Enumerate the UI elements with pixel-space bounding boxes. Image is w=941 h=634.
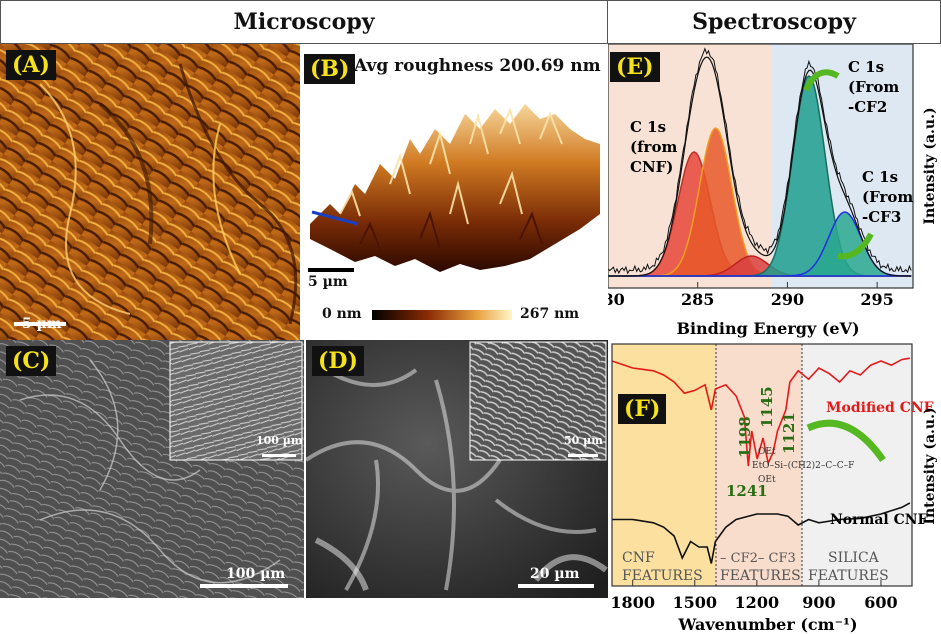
ftir-plot: 1800 1500 1200 900 600 Modified CNF Normal C… — [610, 343, 938, 634]
scale-bar-c — [200, 584, 288, 588]
panel-c-scale-label: 100 µm — [226, 566, 286, 582]
panel-c-inset-scale: 100 µm — [256, 434, 303, 447]
region-labels: CNF FEATURES – CF2– CF3 FEATURES SILICA … — [622, 550, 889, 584]
scale-bar-d — [518, 584, 594, 588]
afm-3d-surface — [308, 104, 600, 320]
molecule-line3: OEt — [758, 475, 776, 485]
xps-xtick-label-1: 285 — [681, 290, 714, 309]
arrow-cf3 — [837, 232, 874, 260]
ftir-ylabel: Intensity (a.u.) — [922, 407, 938, 524]
panel-d-sem-image: (D) 50 µm 20 µm — [306, 340, 608, 598]
ftir-xtick-label-1: 1500 — [672, 593, 717, 612]
xps-ylabel: Intensity (a.u.) — [922, 107, 938, 224]
panel-b-title: Avg roughness 200.69 nm — [354, 56, 601, 76]
panel-d-tag: (D) — [312, 346, 364, 376]
xps-xtick-label-0: 280 — [608, 290, 625, 309]
panel-c-tag: (C) — [6, 346, 57, 376]
ann-cf2-line1: C 1s — [848, 58, 884, 76]
panel-e-tag: (E) — [610, 52, 660, 82]
sem-texture-d — [306, 340, 608, 598]
spectroscopy-header: Spectroscopy — [607, 0, 941, 44]
ftir-series-0 — [611, 357, 911, 467]
ftir-xtick-label-0: 1800 — [610, 593, 655, 612]
scale-bar-b — [308, 268, 354, 272]
ann-cf3-line3: -CF3 — [862, 208, 901, 226]
molecule-structure: OEt EtO–Si–(CH2)2–C–C–F OEt — [752, 447, 854, 485]
profile-line — [311, 210, 359, 226]
height-colorbar — [372, 310, 512, 320]
xps-xtick-label-2: 290 — [771, 290, 804, 309]
sem-inset-d — [469, 341, 607, 461]
sem-texture-c — [0, 340, 304, 598]
ann-cnf-line2: (from — [630, 138, 677, 156]
region-cnf-bg — [612, 344, 716, 586]
region-silica-line2: FEATURES — [808, 568, 889, 584]
region-cf-bg — [716, 344, 802, 586]
xps-plot: 280285290295 C 1s (from CNF) C 1s (From … — [608, 44, 938, 338]
peak-1198: 1198 — [736, 416, 754, 458]
ftir-xtick-label-4: 600 — [864, 593, 897, 612]
ann-cf3-line2: (From — [862, 188, 913, 206]
ann-cf2-line3: -CF2 — [848, 98, 887, 116]
ann-cf3-line1: C 1s — [862, 168, 898, 186]
panel-f-ftir-chart: 1800 1500 1200 900 600 Modified CNF Normal C… — [608, 340, 941, 634]
panel-c-sem-image: (C) 100 µm 100 µm — [0, 340, 304, 598]
panel-d-scale-label: 20 µm — [530, 566, 580, 582]
afm-texture — [0, 44, 300, 340]
modified-cnf-label: Modified CNF — [826, 400, 934, 416]
ftir-xlabel: Wavenumber (cm⁻¹) — [677, 615, 857, 634]
sem-inset-c — [169, 341, 303, 461]
ann-cnf-line1: C 1s — [630, 118, 666, 136]
region-cnf-line2: FEATURES — [622, 568, 703, 584]
colorbar-max-label: 267 nm — [520, 306, 580, 322]
panel-f-tag: (F) — [618, 394, 667, 424]
panel-a-afm-image: (A) 5 µm — [0, 44, 300, 340]
panel-a-tag: (A) — [6, 50, 56, 80]
molecule-line1: OEt — [758, 447, 776, 457]
ftir-xtick-label-3: 900 — [802, 593, 835, 612]
panel-a-scale-label: 5 µm — [22, 316, 62, 332]
colorbar-min-label: 0 nm — [322, 306, 362, 322]
xps-xtick-label-3: 295 — [860, 290, 893, 309]
region-cf-line2: FEATURES — [720, 568, 801, 584]
arrow-cf2 — [803, 69, 840, 92]
peak-1121: 1121 — [780, 412, 798, 454]
xps-raw-data — [608, 47, 912, 275]
ann-cf2-line2: (From — [848, 78, 899, 96]
region-cnf-line1: CNF — [622, 550, 655, 566]
region-silica-line1: SILICA — [828, 550, 880, 566]
arrow-molecule — [806, 419, 886, 463]
panel-b-tag: (B) — [304, 54, 356, 84]
xps-xlabel: Binding Energy (eV) — [676, 319, 859, 338]
microscopy-header: Microscopy — [0, 0, 608, 44]
ftir-series-1 — [612, 502, 911, 564]
scale-bar-a — [14, 322, 66, 326]
normal-cnf-label: Normal CNF — [830, 512, 928, 528]
panel-b-scale-label: 5 µm — [308, 274, 348, 290]
region-silica-bg — [802, 344, 912, 586]
ftir-xtick-label-2: 1200 — [735, 593, 780, 612]
panel-b-afm-3d: (B) Avg roughness 200.69 nm 5 µm 0 nm 26… — [300, 44, 608, 340]
xps-envelope — [608, 56, 912, 277]
region-cf-line1: – CF2– CF3 — [720, 551, 796, 566]
ann-cnf-line3: CNF) — [630, 158, 673, 176]
molecule-line2: EtO–Si–(CH2)2–C–C–F — [752, 460, 854, 471]
peak-1241: 1241 — [726, 482, 768, 500]
peak-1145: 1145 — [758, 386, 776, 428]
panel-d-inset-scale: 50 µm — [564, 434, 603, 447]
panel-e-xps-chart: 280285290295 C 1s (from CNF) C 1s (From … — [608, 44, 941, 340]
